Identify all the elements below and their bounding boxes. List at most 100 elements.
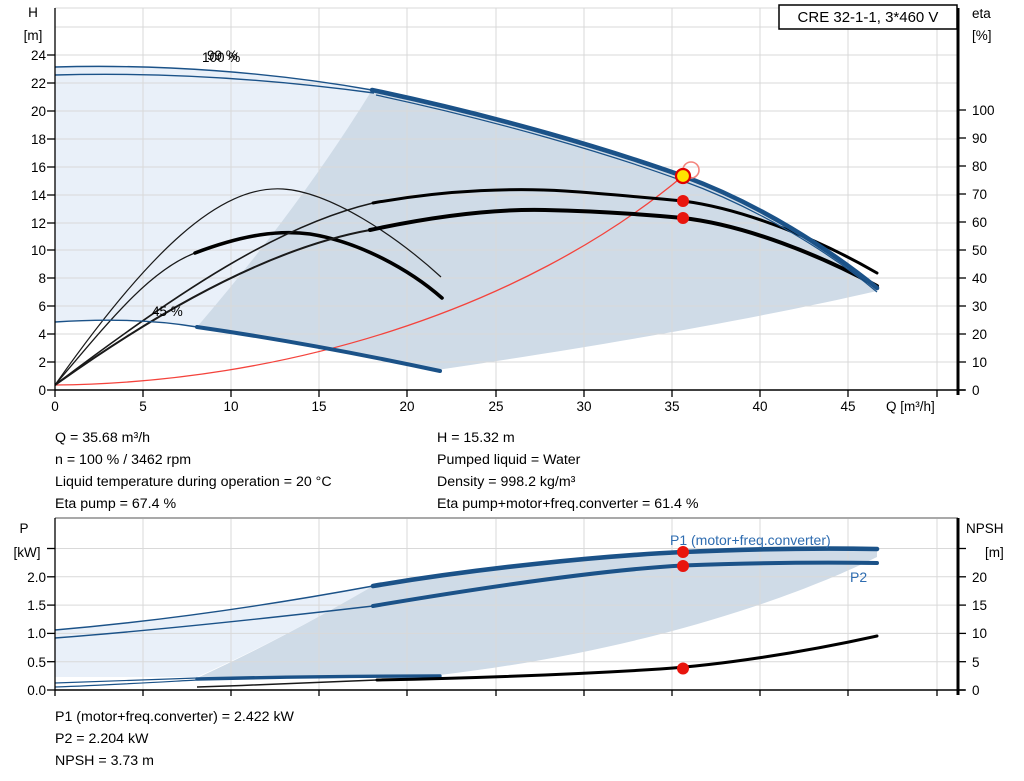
h-tick-label: 12 — [31, 216, 46, 231]
eta-total-curve-thin — [54, 229, 371, 386]
eta-axis-unit: [%] — [972, 28, 992, 43]
p-tick-label: 2.0 — [27, 570, 46, 585]
p1-duty-dot — [677, 546, 689, 558]
eta-tick-label: 10 — [972, 355, 987, 370]
power-info-block: P1 (motor+freq.converter) = 2.422 kW P2 … — [55, 709, 295, 769]
lower-chart: P1 (motor+freq.converter) P2 0.0 0.5 1.0… — [14, 517, 1004, 698]
eta-tick-label: 100 — [972, 103, 995, 118]
npsh-curve-thick — [375, 634, 879, 682]
q-tick-label: 0 — [51, 399, 59, 414]
p1-reduced-speed-thin — [54, 677, 198, 684]
p2-curve-label: P2 — [850, 569, 867, 585]
q-tick-label: 20 — [399, 399, 414, 414]
q-axis-labels: 0 5 10 15 20 25 30 35 40 45 Q [m³/h] — [51, 399, 935, 414]
eta-tick-label: 30 — [972, 299, 987, 314]
q-tick-label: 35 — [664, 399, 679, 414]
operating-range-fill-left — [55, 66, 372, 331]
system-curve — [54, 175, 684, 386]
info-h: H = 15.32 m — [437, 430, 515, 446]
upper-axes — [47, 8, 966, 397]
info-p1: P1 (motor+freq.converter) = 2.422 kW — [55, 709, 295, 725]
npsh-duty-dot — [677, 662, 689, 675]
eta-tick-label: 90 — [972, 131, 987, 146]
p-tick-label: 1.5 — [27, 598, 46, 613]
p1-curve-thick — [370, 546, 880, 589]
h-axis-unit: [m] — [24, 28, 43, 43]
info-liquid-temp: Liquid temperature during operation = 20… — [55, 474, 332, 490]
p-tick-label: 0.0 — [27, 683, 46, 698]
p-reduced-speed-thick — [195, 674, 442, 681]
h-tick-label: 20 — [31, 104, 46, 119]
h-tick-label: 14 — [31, 188, 47, 203]
p1-curve-label: P1 (motor+freq.converter) — [670, 532, 831, 548]
eta-tick-label: 70 — [972, 187, 987, 202]
speed-45-label: 45 % — [152, 304, 183, 319]
npsh-tick-label: 0 — [972, 683, 980, 698]
q-tick-label: 45 — [840, 399, 855, 414]
eta-tick-label: 0 — [972, 383, 980, 398]
h-axis-labels: 0 2 4 6 8 10 12 14 16 18 20 22 24 — [31, 48, 47, 398]
eta-tick-label: 50 — [972, 243, 987, 258]
eta-pump-curve-thin — [54, 202, 374, 386]
h-tick-label: 24 — [31, 48, 47, 63]
q-tick-label: 10 — [223, 399, 238, 414]
h-tick-label: 8 — [38, 271, 46, 286]
p-tick-label: 0.5 — [27, 655, 46, 670]
power-range-fill-left — [55, 586, 373, 677]
h-axis-name: H — [28, 5, 38, 20]
h-tick-label: 4 — [38, 327, 46, 342]
pump-curve-45pct-thin — [54, 319, 198, 328]
info-eta-total: Eta pump+motor+freq.converter = 61.4 % — [437, 496, 699, 512]
eta-total-curve-thick — [368, 207, 879, 288]
pump-title: CRE 32-1-1, 3*460 V — [798, 9, 939, 26]
lower-grid — [55, 518, 958, 690]
info-q: Q = 35.68 m³/h — [55, 430, 150, 446]
info-eta-pump: Eta pump = 67.4 % — [55, 496, 176, 512]
q-tick-label: 25 — [488, 399, 503, 414]
h-tick-label: 0 — [38, 383, 46, 398]
eta-axis-name: eta — [972, 6, 991, 21]
npsh-tick-label: 15 — [972, 598, 987, 613]
info-npsh: NPSH = 3.73 m — [55, 753, 154, 769]
pump-curve-100pct-thin — [54, 65, 373, 91]
npsh-tick-label: 5 — [972, 655, 980, 670]
p-tick-label: 1.0 — [27, 626, 46, 641]
q-tick-label: 30 — [576, 399, 591, 414]
eta-total-reduced-speed-curve-thick — [193, 230, 444, 300]
eta-tick-label: 80 — [972, 159, 987, 174]
pump-title-box: CRE 32-1-1, 3*460 V — [778, 4, 958, 30]
eta-tick-label: 20 — [972, 327, 987, 342]
p-axis-labels: 0.0 0.5 1.0 1.5 2.0 — [27, 570, 46, 698]
info-density: Density = 998.2 kg/m³ — [437, 474, 576, 490]
pump-curve-45pct-thick — [195, 325, 442, 373]
eta-total-duty-dot — [677, 212, 689, 224]
p-axis-unit: [kW] — [14, 545, 41, 560]
npsh-axis-labels: 0 5 10 15 20 — [972, 570, 987, 698]
upper-chart: 0 2 4 6 8 10 12 14 16 18 20 22 24 0 10 2… — [24, 4, 995, 414]
npsh-tick-label: 10 — [972, 626, 987, 641]
npsh-curve-thin — [196, 679, 378, 688]
pump-curve-99pct-thin — [54, 73, 375, 94]
npsh-axis-unit: [m] — [985, 545, 1004, 560]
h-tick-label: 6 — [38, 299, 46, 314]
duty-point-marker[interactable] — [674, 167, 692, 185]
duty-info-block: Q = 35.68 m³/h n = 100 % / 3462 rpm Liqu… — [55, 430, 699, 512]
q-tick-label: 15 — [311, 399, 326, 414]
eta-tick-label: 60 — [972, 215, 987, 230]
speed-100-label: 100 % — [202, 50, 240, 65]
speed-99-label: 99 % — [207, 48, 238, 63]
p2-curve-thin — [54, 605, 374, 639]
h-tick-label: 22 — [31, 76, 46, 91]
q-tick-label: 5 — [139, 399, 147, 414]
power-range-fill-band — [197, 549, 877, 678]
q-tick-label: 40 — [752, 399, 767, 414]
h-tick-label: 2 — [38, 355, 46, 370]
p2-curve-thick — [371, 560, 879, 608]
eta-pump-curve-thick — [371, 188, 879, 275]
info-n: n = 100 % / 3462 rpm — [55, 452, 191, 468]
p2-reduced-speed-thin — [54, 679, 198, 688]
p-axis-name: P — [19, 521, 28, 536]
eta-total-reduced-speed-curve-thin — [54, 252, 196, 386]
